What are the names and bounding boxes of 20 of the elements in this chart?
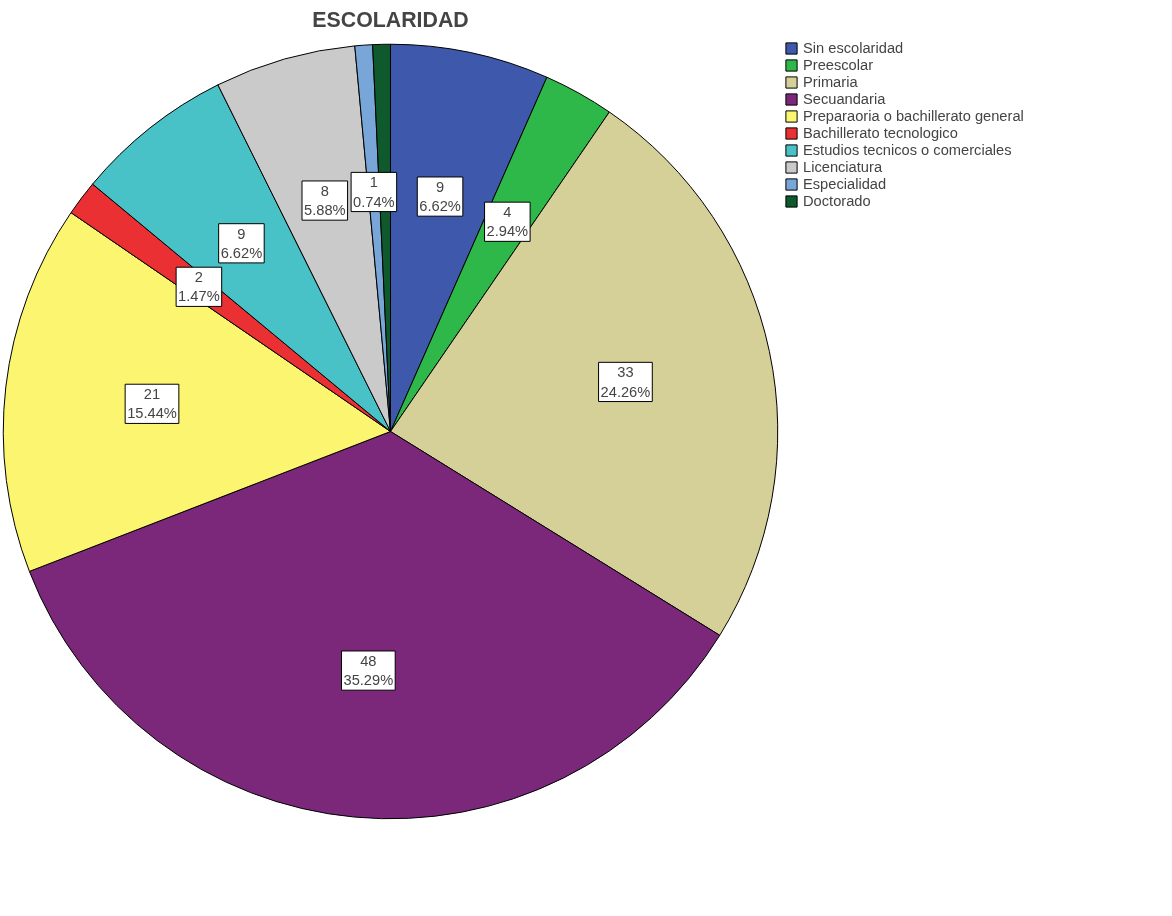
data-label: 8 5.88% bbox=[304, 182, 346, 219]
legend-label: Estudios tecnicos o comerciales bbox=[803, 142, 1012, 158]
legend-label: Sin escolaridad bbox=[803, 40, 904, 56]
data-label: 1 0.74% bbox=[353, 174, 395, 210]
data-label: 9 6.62% bbox=[220, 225, 263, 261]
legend-label: Licenciatura bbox=[803, 159, 883, 175]
data-label: 2 1.47% bbox=[178, 269, 220, 305]
data-label: 4 2.94% bbox=[486, 204, 529, 240]
legend-label: Especialidad bbox=[803, 176, 887, 192]
data-label: 48 35.29% bbox=[343, 652, 394, 689]
data-label: 9 6.62% bbox=[419, 178, 461, 215]
legend-label: Preparaoria o bachillerato general bbox=[803, 108, 1024, 124]
legend-label: Preescolar bbox=[803, 57, 874, 73]
chart-title: ESCOLARIDAD bbox=[312, 7, 469, 32]
data-label: 33 24.26% bbox=[600, 364, 651, 400]
legend-label: Primaria bbox=[803, 74, 858, 90]
data-label: 21 15.44% bbox=[127, 386, 177, 422]
legend-label: Doctorado bbox=[803, 193, 871, 209]
legend-label: Bachillerato tecnologico bbox=[803, 125, 958, 141]
legend-label: Secuandaria bbox=[803, 91, 886, 107]
